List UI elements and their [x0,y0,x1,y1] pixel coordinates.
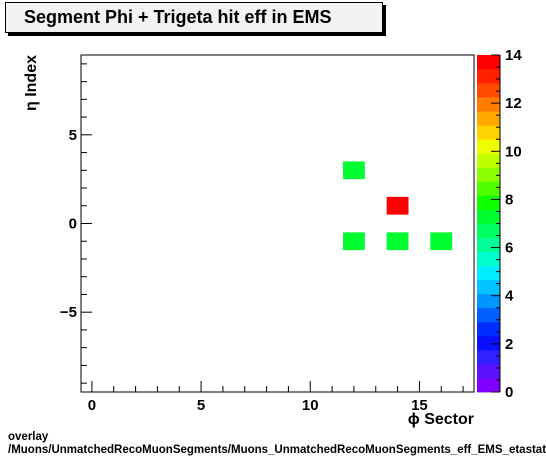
heatmap-cell [430,232,453,251]
heatmap-cell [343,232,365,251]
heatmap-cell [343,161,365,180]
colorbar-swatch [477,83,500,98]
colorbar-tick-label: 12 [505,95,522,112]
colorbar-swatch [477,111,500,126]
colorbar-swatch [477,377,500,393]
footer-overlay-label: overlay [8,431,49,443]
colorbar-swatch [477,125,500,140]
x-tick-label: 15 [411,397,428,414]
colorbar-swatch [477,349,500,365]
colorbar-swatch [477,321,500,337]
colorbar-swatch [477,55,500,70]
colorbar-swatch [477,265,500,281]
footer-histogram-path: /Muons/UnmatchedRecoMuonSegments/Muons_U… [8,444,546,456]
colorbar-swatch [477,223,500,238]
colorbar-tick-label: 4 [505,288,514,305]
colorbar-tick-label: 8 [505,191,513,208]
y-axis-label: η Index [23,55,40,111]
colorbar: 0 2 4 6 8 10 12 14 [477,47,522,401]
y-tick-label: −5 [60,304,77,321]
colorbar-swatch [477,69,500,84]
colorbar-swatch [477,195,500,210]
x-axis: 0 5 10 15 [88,381,464,414]
colorbar-swatch [477,293,500,309]
heatmap-cell [386,232,409,251]
colorbar-swatch [477,363,500,379]
footer: overlay /Muons/UnmatchedRecoMuonSegments… [8,431,546,457]
colorbar-swatch [477,335,500,351]
colorbar-swatch [477,181,500,196]
x-tick-label: 0 [88,397,96,414]
x-tick-label: 10 [302,397,319,414]
colorbar-swatch [477,97,500,112]
colorbar-swatch [477,153,500,168]
y-tick-label: 5 [69,127,77,144]
plot-frame [80,54,475,393]
colorbar-tick-label: 14 [505,47,522,64]
chart-title: Segment Phi + Trigeta hit eff in EMS [5,2,383,33]
colorbar-tick-label: 0 [505,384,513,401]
colorbar-tick-label: 10 [505,143,522,160]
y-tick-label: 0 [69,216,77,233]
x-tick-label: 5 [197,397,205,414]
heatmap-cell [386,196,409,215]
colorbar-swatch [477,307,500,323]
colorbar-swatch [477,209,500,224]
colorbar-swatch [477,237,500,252]
y-axis: −5 0 5 [60,63,92,384]
heatmap-cells [343,161,453,251]
x-axis-label: ϕ Sector [408,411,474,428]
colorbar-tick-label: 6 [505,240,513,257]
colorbar-swatch [477,279,500,295]
colorbar-swatch [477,167,500,182]
colorbar-swatch [477,251,500,267]
colorbar-tick-label: 2 [505,336,513,353]
colorbar-swatch [477,139,500,154]
